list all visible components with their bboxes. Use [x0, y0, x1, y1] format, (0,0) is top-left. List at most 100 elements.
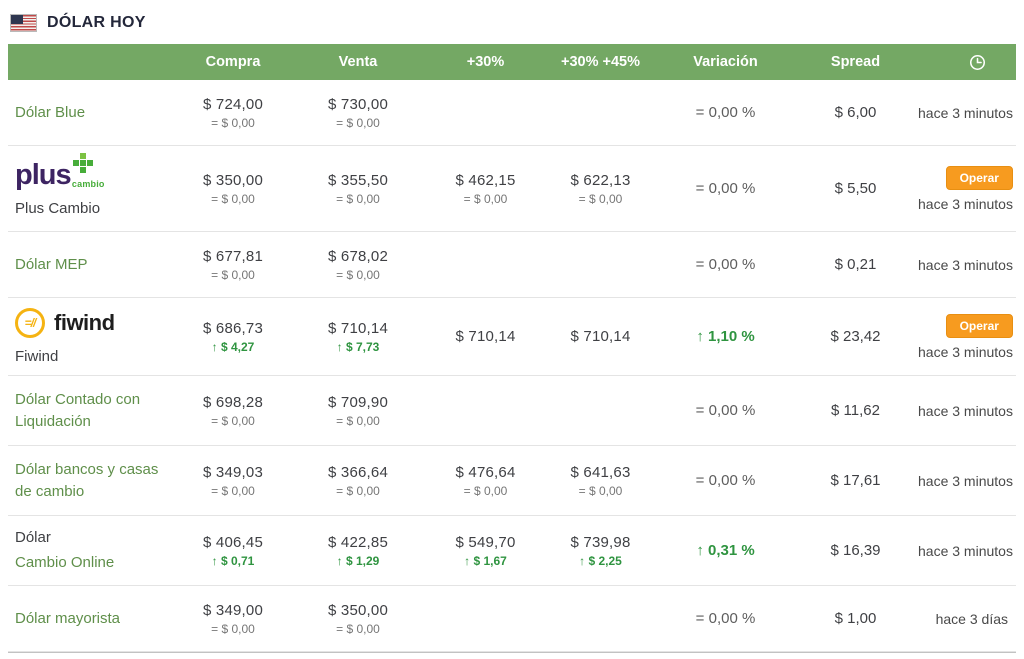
- variacion-value: = 0,00 %: [695, 180, 756, 197]
- table-row: Dólar mayorista $ 349,00 = $ 0,00 $ 350,0…: [8, 586, 1016, 652]
- compra-value: $ 406,45: [203, 533, 263, 551]
- dolar-bancos-link[interactable]: Dólar bancos y casas de cambio: [15, 460, 159, 500]
- plus30-value: $ 476,64: [455, 463, 516, 481]
- spread-value: $ 6,00: [834, 104, 877, 121]
- spread-value: $ 23,42: [830, 328, 881, 345]
- brand-label: Fiwind: [15, 348, 59, 365]
- plus-icon: [72, 152, 93, 173]
- compra-value: $ 686,73: [203, 319, 263, 337]
- venta-change: = $ 0,00: [336, 267, 380, 282]
- compra-value: $ 350,00: [203, 171, 263, 189]
- variacion-value: ↑ 1,10 %: [696, 328, 755, 345]
- updated-text: hace 3 minutos: [918, 195, 1013, 212]
- header-venta: Venta: [338, 54, 378, 70]
- dolar-cambio-online-label: Dólar: [15, 529, 51, 547]
- operar-button[interactable]: Operar: [945, 313, 1013, 338]
- plus-cambio-logo[interactable]: plus cambio: [15, 152, 105, 191]
- updated-text: hace 3 minutos: [918, 256, 1013, 273]
- clock-icon: [969, 54, 986, 70]
- updated-text: hace 3 minutos: [918, 104, 1013, 121]
- plus30-45-change: = $ 0,00: [578, 483, 623, 498]
- plus30-change: ↑ $ 1,67: [464, 553, 507, 568]
- brand-label: Plus Cambio: [15, 199, 101, 217]
- page-header: DÓLAR HOY: [8, 0, 1016, 44]
- compra-change: = $ 0,00: [211, 267, 255, 282]
- dolar-blue-link[interactable]: Dólar Blue: [15, 103, 86, 121]
- venta-change: = $ 0,00: [336, 483, 380, 498]
- venta-value: $ 350,00: [328, 601, 388, 619]
- compra-value: $ 349,03: [203, 463, 263, 481]
- plus30-value: $ 549,70: [455, 533, 516, 551]
- us-flag-icon: [10, 14, 37, 32]
- page-title: DÓLAR HOY: [47, 14, 146, 31]
- header-variacion: Variación: [693, 54, 758, 70]
- table-row: =// fiwind Fiwind $ 686,73 ↑ $ 4,27 $ 710…: [8, 298, 1016, 376]
- compra-change: ↑ $ 0,71: [211, 553, 255, 568]
- venta-change: ↑ $ 1,29: [336, 553, 380, 568]
- operar-button[interactable]: Operar: [945, 165, 1013, 190]
- table-row: Dólar Contado con Liquidación $ 698,28 = …: [8, 376, 1016, 446]
- table-row: Dólar bancos y casas de cambio $ 349,03 =…: [8, 446, 1016, 516]
- fiwind-logo[interactable]: =// fiwind: [15, 308, 115, 338]
- venta-change: ↑ $ 7,73: [336, 339, 380, 354]
- spread-value: $ 11,62: [831, 402, 880, 419]
- table-row: Dólar MEP $ 677,81 = $ 0,00 $ 678,02 = $ 0…: [8, 232, 1016, 298]
- header-updated: [918, 54, 1016, 71]
- header-plus30-plus45: +30% +45%: [560, 54, 640, 70]
- dolar-mep-link[interactable]: Dólar MEP: [15, 255, 88, 273]
- compra-value: $ 698,28: [203, 393, 263, 411]
- variacion-value: = 0,00 %: [695, 402, 756, 419]
- venta-change: = $ 0,00: [336, 621, 380, 636]
- dolar-ccl-link[interactable]: Dólar Contado con Liquidación: [15, 390, 141, 430]
- plus30-change: = $ 0,00: [463, 191, 508, 206]
- compra-change: = $ 0,00: [211, 191, 255, 206]
- fiwind-icon: =//: [15, 308, 45, 338]
- rates-table: Compra Venta +30% +30% +45% Variación Sp…: [8, 44, 1016, 653]
- plus30-value: $ 710,14: [455, 328, 516, 345]
- updated-text: hace 3 minutos: [918, 402, 1013, 419]
- plus30-45-value: $ 641,63: [570, 463, 631, 481]
- compra-change: ↑ $ 4,27: [211, 339, 255, 354]
- updated-text: hace 3 días: [935, 610, 1008, 627]
- table-header: Compra Venta +30% +30% +45% Variación Sp…: [8, 44, 1016, 80]
- header-spread: Spread: [830, 54, 881, 70]
- compra-change: = $ 0,00: [211, 413, 255, 428]
- venta-value: $ 678,02: [328, 247, 388, 265]
- table-row: Dólar Blue $ 724,00 = $ 0,00 $ 730,00 = $ …: [8, 80, 1016, 146]
- compra-change: = $ 0,00: [211, 483, 255, 498]
- plus30-45-change: ↑ $ 2,25: [579, 553, 622, 568]
- plus30-value: $ 462,15: [455, 171, 516, 189]
- variacion-value: = 0,00 %: [695, 104, 756, 121]
- updated-text: hace 3 minutos: [918, 472, 1013, 489]
- venta-value: $ 709,90: [328, 393, 388, 411]
- spread-value: $ 16,39: [830, 542, 881, 559]
- updated-text: hace 3 minutos: [918, 542, 1013, 559]
- spread-value: $ 17,61: [830, 472, 881, 489]
- plus-logo-text: plus: [15, 158, 72, 191]
- cambio-online-link[interactable]: Cambio Online: [15, 554, 115, 571]
- venta-value: $ 730,00: [328, 95, 388, 113]
- variacion-value: = 0,00 %: [695, 256, 756, 273]
- plus30-45-change: = $ 0,00: [578, 191, 623, 206]
- header-plus30: +30%: [466, 54, 505, 70]
- spread-value: $ 1,00: [834, 610, 877, 627]
- compra-value: $ 724,00: [203, 95, 263, 113]
- variacion-value: = 0,00 %: [695, 472, 756, 489]
- dolar-mayorista-link[interactable]: Dólar mayorista: [15, 609, 121, 627]
- spread-value: $ 0,21: [834, 256, 877, 273]
- plus30-45-value: $ 739,98: [570, 533, 631, 551]
- venta-change: = $ 0,00: [336, 413, 380, 428]
- updated-text: hace 3 minutos: [918, 343, 1013, 360]
- venta-change: = $ 0,00: [336, 115, 380, 130]
- plus30-change: = $ 0,00: [463, 483, 508, 498]
- compra-change: = $ 0,00: [211, 621, 255, 636]
- compra-value: $ 677,81: [203, 247, 263, 265]
- fiwind-logo-text: fiwind: [54, 310, 115, 335]
- header-compra: Compra: [205, 54, 261, 70]
- table-row: plus cambio Plus Cambio $ 350,00 = $ 0,00…: [8, 146, 1016, 232]
- plus30-45-value: $ 710,14: [570, 328, 631, 345]
- plus30-45-value: $ 622,13: [570, 171, 631, 189]
- venta-value: $ 366,64: [328, 463, 388, 481]
- variacion-value: ↑ 0,31 %: [696, 542, 755, 559]
- table-row: Dólar Cambio Online $ 406,45 ↑ $ 0,71 $ 4…: [8, 516, 1016, 586]
